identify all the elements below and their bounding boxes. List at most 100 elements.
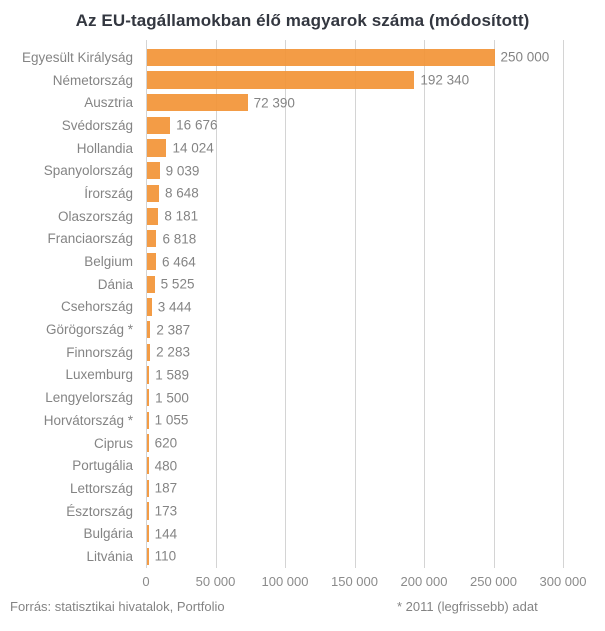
category-label: Észtország <box>66 503 133 519</box>
bar <box>147 389 150 407</box>
bar <box>147 366 150 384</box>
bar <box>147 320 151 339</box>
x-tick-label: 50 000 <box>195 574 236 589</box>
category-label: Csehország <box>60 299 133 315</box>
category-label: Ciprus <box>93 435 133 451</box>
bar <box>147 547 149 566</box>
value-label: 6 464 <box>161 254 196 270</box>
bar <box>147 434 149 452</box>
bar <box>147 94 248 112</box>
value-label: 250 000 <box>500 49 550 65</box>
bar-track: 6 464 <box>140 250 605 273</box>
bar-row: Olaszország 8 181 <box>0 205 605 228</box>
bar-track: 250 000 <box>140 46 605 69</box>
category-label: Dánia <box>97 276 133 292</box>
category-label: Görögország * <box>45 322 133 338</box>
value-label: 480 <box>154 458 178 474</box>
category-label: Bulgária <box>83 526 133 542</box>
category-label: Portugália <box>72 458 133 474</box>
bar <box>147 230 157 248</box>
value-label: 2 283 <box>156 344 190 360</box>
bar <box>147 184 160 203</box>
chart-title: Az EU-tagállamokban élő magyarok száma (… <box>75 11 530 30</box>
bar <box>147 48 495 66</box>
bar <box>147 139 167 157</box>
bar-row: Lettország 187 <box>0 477 605 500</box>
x-tick-label: 0 <box>142 574 150 589</box>
category-label: Hollandia <box>76 140 133 156</box>
category-label: Ausztria <box>84 95 133 111</box>
value-label: 144 <box>154 526 178 542</box>
bar-row: Horvátország * 1 055 <box>0 409 605 432</box>
bar <box>147 298 152 316</box>
category-label: Belgium <box>84 254 133 270</box>
value-label: 8 181 <box>164 208 199 224</box>
bar-track: 187 <box>140 477 605 500</box>
value-label: 187 <box>154 480 178 496</box>
bar-track: 14 024 <box>140 137 605 160</box>
bar-row: Bulgária 144 <box>0 522 605 545</box>
bar-row: Észtország 173 <box>0 500 605 523</box>
value-label: 192 340 <box>420 72 470 88</box>
bar-track: 110 <box>140 545 605 568</box>
category-label: Lettország <box>69 480 133 496</box>
bar-track: 1 055 <box>140 409 605 432</box>
footnote: * 2011 (legfrissebb) adat <box>397 599 538 614</box>
value-label: 620 <box>154 435 178 451</box>
bar-row: Írország 8 648 <box>0 182 605 205</box>
bar-track: 144 <box>140 522 605 545</box>
value-label: 72 390 <box>253 95 295 111</box>
bar-track: 2 283 <box>140 341 605 364</box>
category-label: Írország <box>84 185 133 201</box>
bar-track: 8 648 <box>140 182 605 205</box>
value-label: 14 024 <box>172 140 214 156</box>
bar-track: 173 <box>140 500 605 523</box>
bar <box>147 252 156 271</box>
category-label: Horvátország * <box>43 412 133 428</box>
bar-track: 9 039 <box>140 159 605 182</box>
bar-row: Ciprus 620 <box>0 432 605 455</box>
bar-row: Németország 192 340 <box>0 69 605 92</box>
bar-row: Dánia 5 525 <box>0 273 605 296</box>
bar-row: Franciaország 6 818 <box>0 228 605 251</box>
x-tick-label: 100 000 <box>261 574 309 589</box>
value-label: 173 <box>154 503 178 519</box>
category-label: Olaszország <box>57 208 133 224</box>
bar-track: 5 525 <box>140 273 605 296</box>
bar-track: 8 181 <box>140 205 605 228</box>
x-tick-label: 250 000 <box>470 574 517 589</box>
bar <box>147 502 149 520</box>
bar-row: Litvánia 110 <box>0 545 605 568</box>
chart-footer: Forrás: statisztikai hivatalok, Portfoli… <box>0 599 605 619</box>
bar-track: 3 444 <box>140 296 605 319</box>
bar-track: 1 589 <box>140 364 605 387</box>
bar-track: 2 387 <box>140 318 605 341</box>
bar-track: 480 <box>140 454 605 477</box>
value-label: 1 055 <box>154 412 189 428</box>
value-label: 9 039 <box>165 163 200 179</box>
x-tick-label: 200 000 <box>400 574 448 589</box>
x-tick-label: 300 000 <box>539 574 587 589</box>
bar-row: Lengyelország 1 500 <box>0 386 605 409</box>
category-label: Spanyolország <box>43 163 133 179</box>
bar-row: Svédország 16 676 <box>0 114 605 137</box>
bar <box>147 343 151 361</box>
bar-row: Csehország 3 444 <box>0 296 605 319</box>
bar <box>147 479 149 498</box>
bar-track: 6 818 <box>140 228 605 251</box>
bar-row: Finnország 2 283 <box>0 341 605 364</box>
bar-row: Belgium 6 464 <box>0 250 605 273</box>
bar <box>147 275 155 293</box>
category-label: Finnország <box>66 344 133 360</box>
bar-row: Görögország * 2 387 <box>0 318 605 341</box>
value-label: 6 818 <box>162 231 197 247</box>
bar <box>147 162 160 180</box>
bar-row: Ausztria 72 390 <box>0 91 605 114</box>
value-label: 1 589 <box>155 367 189 383</box>
bar-track: 1 500 <box>140 386 605 409</box>
source-note: Forrás: statisztikai hivatalok, Portfoli… <box>10 599 225 614</box>
bar <box>147 207 159 225</box>
bar-track: 72 390 <box>140 91 605 114</box>
value-label: 16 676 <box>176 117 218 133</box>
